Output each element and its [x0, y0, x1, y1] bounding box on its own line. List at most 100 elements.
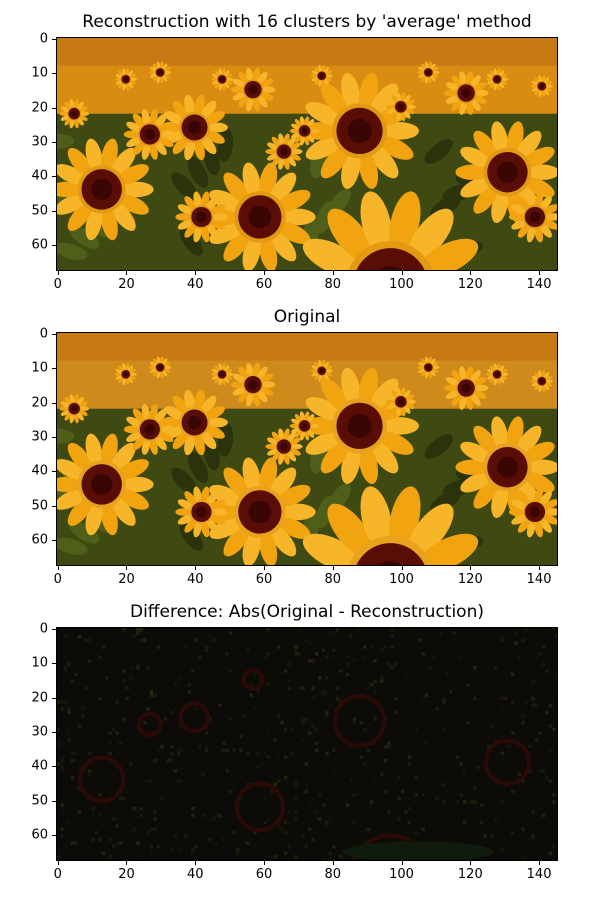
difference-group	[57, 628, 557, 860]
leaf	[171, 467, 198, 495]
sunflower	[149, 356, 172, 379]
y-tick-label: 30	[31, 724, 48, 740]
sunflower	[310, 359, 333, 382]
y-tick-mark	[52, 107, 56, 109]
panel-reconstruction: Reconstruction with 16 clusters by 'aver…	[0, 0, 600, 300]
y-tick-label: 60	[31, 532, 48, 548]
y-tick-mark	[52, 38, 56, 40]
panel-title: Original	[273, 307, 341, 327]
y-tick-label: 60	[31, 827, 48, 843]
flower-center	[356, 543, 425, 565]
leaf	[187, 451, 209, 483]
sunflower	[310, 64, 333, 87]
x-tick-mark	[264, 861, 266, 865]
sunflower	[417, 61, 440, 84]
x-tick-label: 40	[186, 277, 204, 292]
x-tick-label: 120	[457, 572, 483, 587]
sunflower	[114, 363, 137, 386]
x-tick-label: 0	[53, 867, 62, 882]
sunflower	[123, 108, 176, 160]
y-tick-mark	[52, 333, 56, 335]
residual-ring	[351, 833, 430, 860]
x-tick-label: 120	[457, 277, 483, 292]
y-tick-mark	[52, 245, 56, 247]
sunflower	[57, 138, 154, 241]
x-tick-label: 20	[118, 277, 135, 292]
y-tick-label: 40	[31, 758, 48, 774]
sunflower	[485, 68, 509, 91]
x-tick-label: 40	[186, 867, 204, 882]
y-tick-label: 10	[31, 655, 48, 671]
y-tick-mark	[52, 800, 56, 802]
y-tick-label: 0	[39, 621, 48, 637]
x-tick-mark	[332, 271, 334, 275]
x-tick-label: 140	[526, 867, 552, 882]
x-tick-label: 60	[255, 277, 273, 292]
y-tick-label: 50	[31, 203, 48, 219]
x-tick-mark	[539, 861, 541, 865]
leaf	[69, 521, 100, 544]
y-tick-mark	[52, 663, 56, 665]
leaf	[57, 242, 88, 261]
y-tick-label: 10	[31, 360, 48, 376]
sunflower	[385, 387, 416, 417]
leaf	[69, 226, 100, 249]
leaf	[424, 139, 453, 164]
x-tick-mark	[401, 271, 403, 275]
reconstruction-image	[56, 37, 558, 271]
sunflower	[230, 362, 276, 407]
sunflower	[59, 99, 90, 129]
residual-band	[342, 841, 494, 860]
x-tick-label: 60	[255, 867, 273, 882]
difference-map	[57, 628, 557, 860]
sunflower-image	[57, 333, 557, 565]
y-tick-label: 20	[31, 100, 48, 116]
difference-image	[56, 627, 558, 861]
y-tick-label: 0	[39, 326, 48, 342]
sunflower	[265, 428, 303, 465]
x-tick-mark	[195, 271, 197, 275]
x-tick-mark	[195, 861, 197, 865]
leaf	[187, 156, 209, 188]
x-tick-mark	[470, 861, 472, 865]
residual-ring	[234, 781, 286, 833]
sunflower	[204, 162, 316, 270]
y-tick-label: 10	[31, 65, 48, 81]
residual-ring	[332, 694, 387, 748]
sunflower	[530, 75, 553, 98]
y-tick-label: 40	[31, 463, 48, 479]
sunflower	[300, 72, 419, 189]
sunflower	[289, 411, 320, 441]
sunflower	[59, 394, 90, 424]
x-tick-label: 80	[324, 277, 342, 292]
leaf	[424, 434, 453, 459]
y-tick-mark	[52, 471, 56, 473]
x-tick-mark	[264, 271, 266, 275]
x-tick-mark	[470, 566, 472, 570]
residual-ring	[483, 738, 532, 786]
sunflower	[302, 191, 479, 270]
x-tick-label: 0	[53, 277, 62, 292]
x-tick-mark	[539, 271, 541, 275]
difference-background	[57, 628, 557, 860]
sunflower	[289, 116, 320, 146]
horizon-band	[57, 333, 557, 361]
y-tick-label: 50	[31, 498, 48, 514]
x-tick-label: 100	[389, 867, 414, 882]
y-tick-label: 60	[31, 237, 48, 253]
leaf	[171, 172, 198, 200]
residual-ring	[136, 711, 163, 738]
sunflower	[300, 367, 419, 484]
sunflower	[417, 356, 440, 379]
leaf	[57, 428, 75, 444]
y-tick-mark	[52, 835, 56, 837]
x-tick-label: 140	[526, 277, 552, 292]
y-tick-mark	[52, 540, 56, 542]
y-tick-label: 30	[31, 429, 48, 445]
x-tick-label: 40	[186, 572, 204, 587]
panel-title: Difference: Abs(Original - Reconstructio…	[129, 602, 484, 622]
y-tick-mark	[52, 402, 56, 404]
sunflower	[508, 486, 557, 538]
x-tick-mark	[57, 861, 59, 865]
horizon-band	[57, 38, 557, 66]
